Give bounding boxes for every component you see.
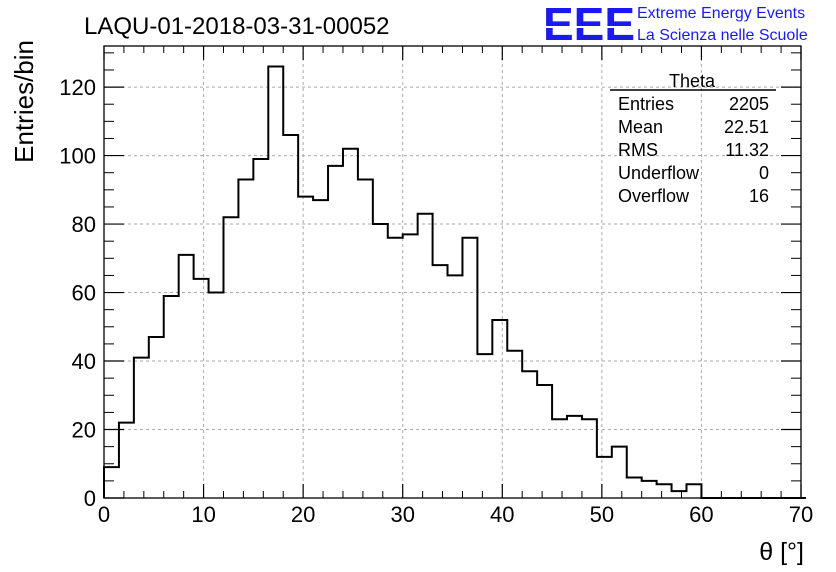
y-tick-label: 120: [59, 75, 96, 100]
y-tick-label: 80: [72, 212, 96, 237]
eee-logo-line2: La Scienza nelle Scuole: [637, 27, 808, 44]
eee-logo-line1: Extreme Energy Events: [637, 5, 805, 22]
stats-value: 0: [759, 163, 769, 183]
stats-label: Overflow: [618, 186, 690, 206]
x-tick-label: 10: [191, 502, 215, 527]
stats-value: 2205: [729, 94, 769, 114]
x-axis-label: θ [°]: [759, 538, 804, 566]
stats-value: 22.51: [724, 117, 769, 137]
chart-title: LAQU-01-2018-03-31-00052: [84, 13, 390, 40]
y-axis-label: Entries/bin: [9, 40, 39, 163]
stats-box: Theta Entries 2205 Mean 22.51 RMS 11.32 Underf…: [610, 71, 776, 206]
stats-label: Entries: [618, 94, 674, 114]
x-tick-label: 70: [789, 502, 813, 527]
x-tick-label: 50: [590, 502, 614, 527]
x-tick-label: 60: [689, 502, 713, 527]
x-tick-label: 30: [390, 502, 414, 527]
y-tick-label: 60: [72, 281, 96, 306]
y-tick-label: 20: [72, 418, 96, 443]
eee-logo-mark: EEE: [543, 0, 635, 50]
y-tick-label: 40: [72, 349, 96, 374]
eee-logo: EEE Extreme Energy Events La Scienza nel…: [543, 0, 808, 50]
grid: [104, 46, 801, 498]
x-tick-labels: 0 10 20 30 40 50 60 70: [98, 502, 813, 527]
plot-frame: [103, 45, 802, 499]
stats-label: RMS: [618, 140, 658, 160]
axis-ticks: [103, 46, 802, 499]
stats-label: Mean: [618, 117, 663, 137]
stats-label: Underflow: [618, 163, 700, 183]
x-tick-label: 40: [490, 502, 514, 527]
stats-title: Theta: [669, 71, 716, 91]
stats-rows: Entries 2205 Mean 22.51 RMS 11.32 Underflow 0 Ov…: [618, 94, 769, 206]
histogram-line: [103, 65, 806, 499]
x-tick-label: 20: [291, 502, 315, 527]
stats-value: 16: [749, 186, 769, 206]
stats-value: 11.32: [725, 140, 769, 160]
y-tick-label: 0: [84, 486, 96, 511]
y-tick-label: 100: [59, 144, 96, 169]
x-tick-label: 0: [98, 502, 110, 527]
y-tick-labels: 0 20 40 60 80 100 120: [59, 75, 96, 511]
